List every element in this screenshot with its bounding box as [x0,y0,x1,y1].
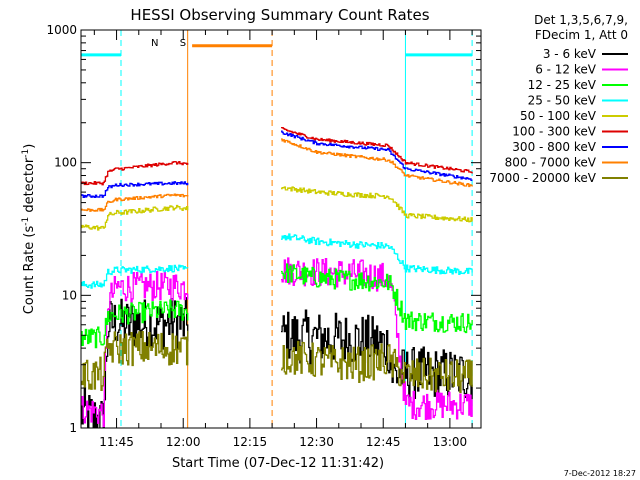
series-line [281,309,473,401]
x-axis: 11:45 12:00 12:15 12:30 12:45 13:00 [93,30,473,449]
legend-label: 6 - 12 keV [535,63,597,77]
legend-header-line-2: FDecim 1, Att 0 [535,28,628,42]
legend-label: 12 - 25 keV [528,78,597,92]
x-axis-label: Start Time (07-Dec-12 11:31:42) [172,456,384,471]
series-line [281,340,473,394]
footer-date: 7-Dec-2012 18:27 [564,469,636,478]
series-line [281,233,473,275]
flag-bars [81,44,473,57]
series-line [81,270,189,428]
series-line [281,186,473,223]
legend-label: 7000 - 20000 keV [489,171,596,185]
series-lines [81,126,473,428]
series-line [81,299,189,349]
y-axis-label-suffix: ) [22,144,37,149]
legend-label: 800 - 7000 keV [505,156,597,170]
x-tick-label: 12:30 [299,435,334,449]
series-line [81,181,189,199]
series-line [281,130,473,181]
y-tick-label: 1 [69,421,77,435]
series-line [281,263,473,334]
y-axis: 1 10 100 1000 [46,23,481,435]
flag-label-S: S [180,38,186,49]
y-axis-label: Count Rate (s-1 detector-1) [21,144,37,315]
x-tick-label: 12:15 [233,435,268,449]
series-line [81,204,189,231]
legend-label: 50 - 100 keV [520,109,597,123]
series-line [81,330,189,392]
flag-label-N: N [151,38,158,49]
x-tick-label: 13:00 [433,435,468,449]
y-axis-label-prefix: Count Rate (s [22,226,37,315]
legend-label: 3 - 6 keV [543,47,597,61]
legend-label: 25 - 50 keV [528,94,597,108]
x-tick-label: 12:45 [366,435,401,449]
legend: Det 1,3,5,6,7,9, FDecim 1, Att 0 3 - 6 k… [489,13,628,185]
series-line [281,257,473,421]
x-tick-label: 12:00 [166,435,201,449]
series-line [81,264,189,289]
y-axis-label-sup1: -1 [21,217,31,226]
series-line [281,126,473,174]
y-axis-label-mid: detector [22,157,37,217]
y-tick-label: 10 [62,288,77,302]
y-tick-label: 100 [54,156,77,170]
legend-label: 300 - 800 keV [512,140,596,154]
legend-label: 100 - 300 keV [512,125,596,139]
plot-frame [80,29,482,429]
chart-title: HESSI Observing Summary Count Rates [130,6,429,24]
series-line [281,138,473,188]
y-axis-label-sup2: -1 [21,149,31,158]
series-line [81,193,189,212]
y-tick-label: 1000 [46,23,77,37]
legend-header-line-1: Det 1,3,5,6,7,9, [534,13,628,27]
x-tick-label: 11:45 [99,435,134,449]
series-line [81,160,189,186]
